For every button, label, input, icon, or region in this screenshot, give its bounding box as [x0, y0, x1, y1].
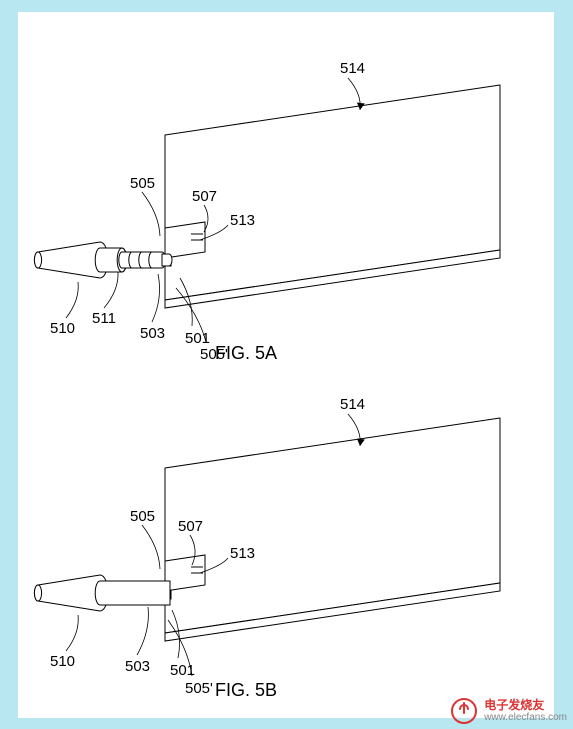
ref-number-label: 510 [50, 320, 75, 337]
ref-number-label: 505 [130, 175, 155, 192]
ref-number-label: 510 [50, 653, 75, 670]
ref-number-label: 501 [170, 662, 195, 679]
ref-number-label: 511 [92, 310, 116, 327]
ref-number-label: 513 [230, 545, 255, 562]
patent-figure-svg [0, 0, 573, 729]
ref-number-label: 501 [185, 330, 210, 347]
watermark-text-2: www.elecfans.com [484, 712, 567, 723]
ref-number-label: 503 [125, 658, 150, 675]
ref-number-label: 507 [192, 188, 217, 205]
figure-caption: FIG. 5A [215, 343, 277, 364]
watermark-badge-icon [450, 697, 478, 725]
diagram-canvas: 514505507513511510503501505'FIG. 5A51450… [0, 0, 573, 729]
figure-caption: FIG. 5B [215, 680, 277, 701]
watermark-text-1: 电子发烧友 [484, 699, 567, 712]
ref-number-label: 514 [340, 60, 365, 77]
ref-number-label: 503 [140, 325, 165, 342]
ref-number-label: 505 [130, 508, 155, 525]
ref-number-label: 513 [230, 212, 255, 229]
ref-number-label: 507 [178, 518, 203, 535]
ref-number-label: 505' [185, 680, 213, 697]
ref-number-label: 514 [340, 396, 365, 413]
source-watermark: 电子发烧友 www.elecfans.com [450, 697, 567, 725]
